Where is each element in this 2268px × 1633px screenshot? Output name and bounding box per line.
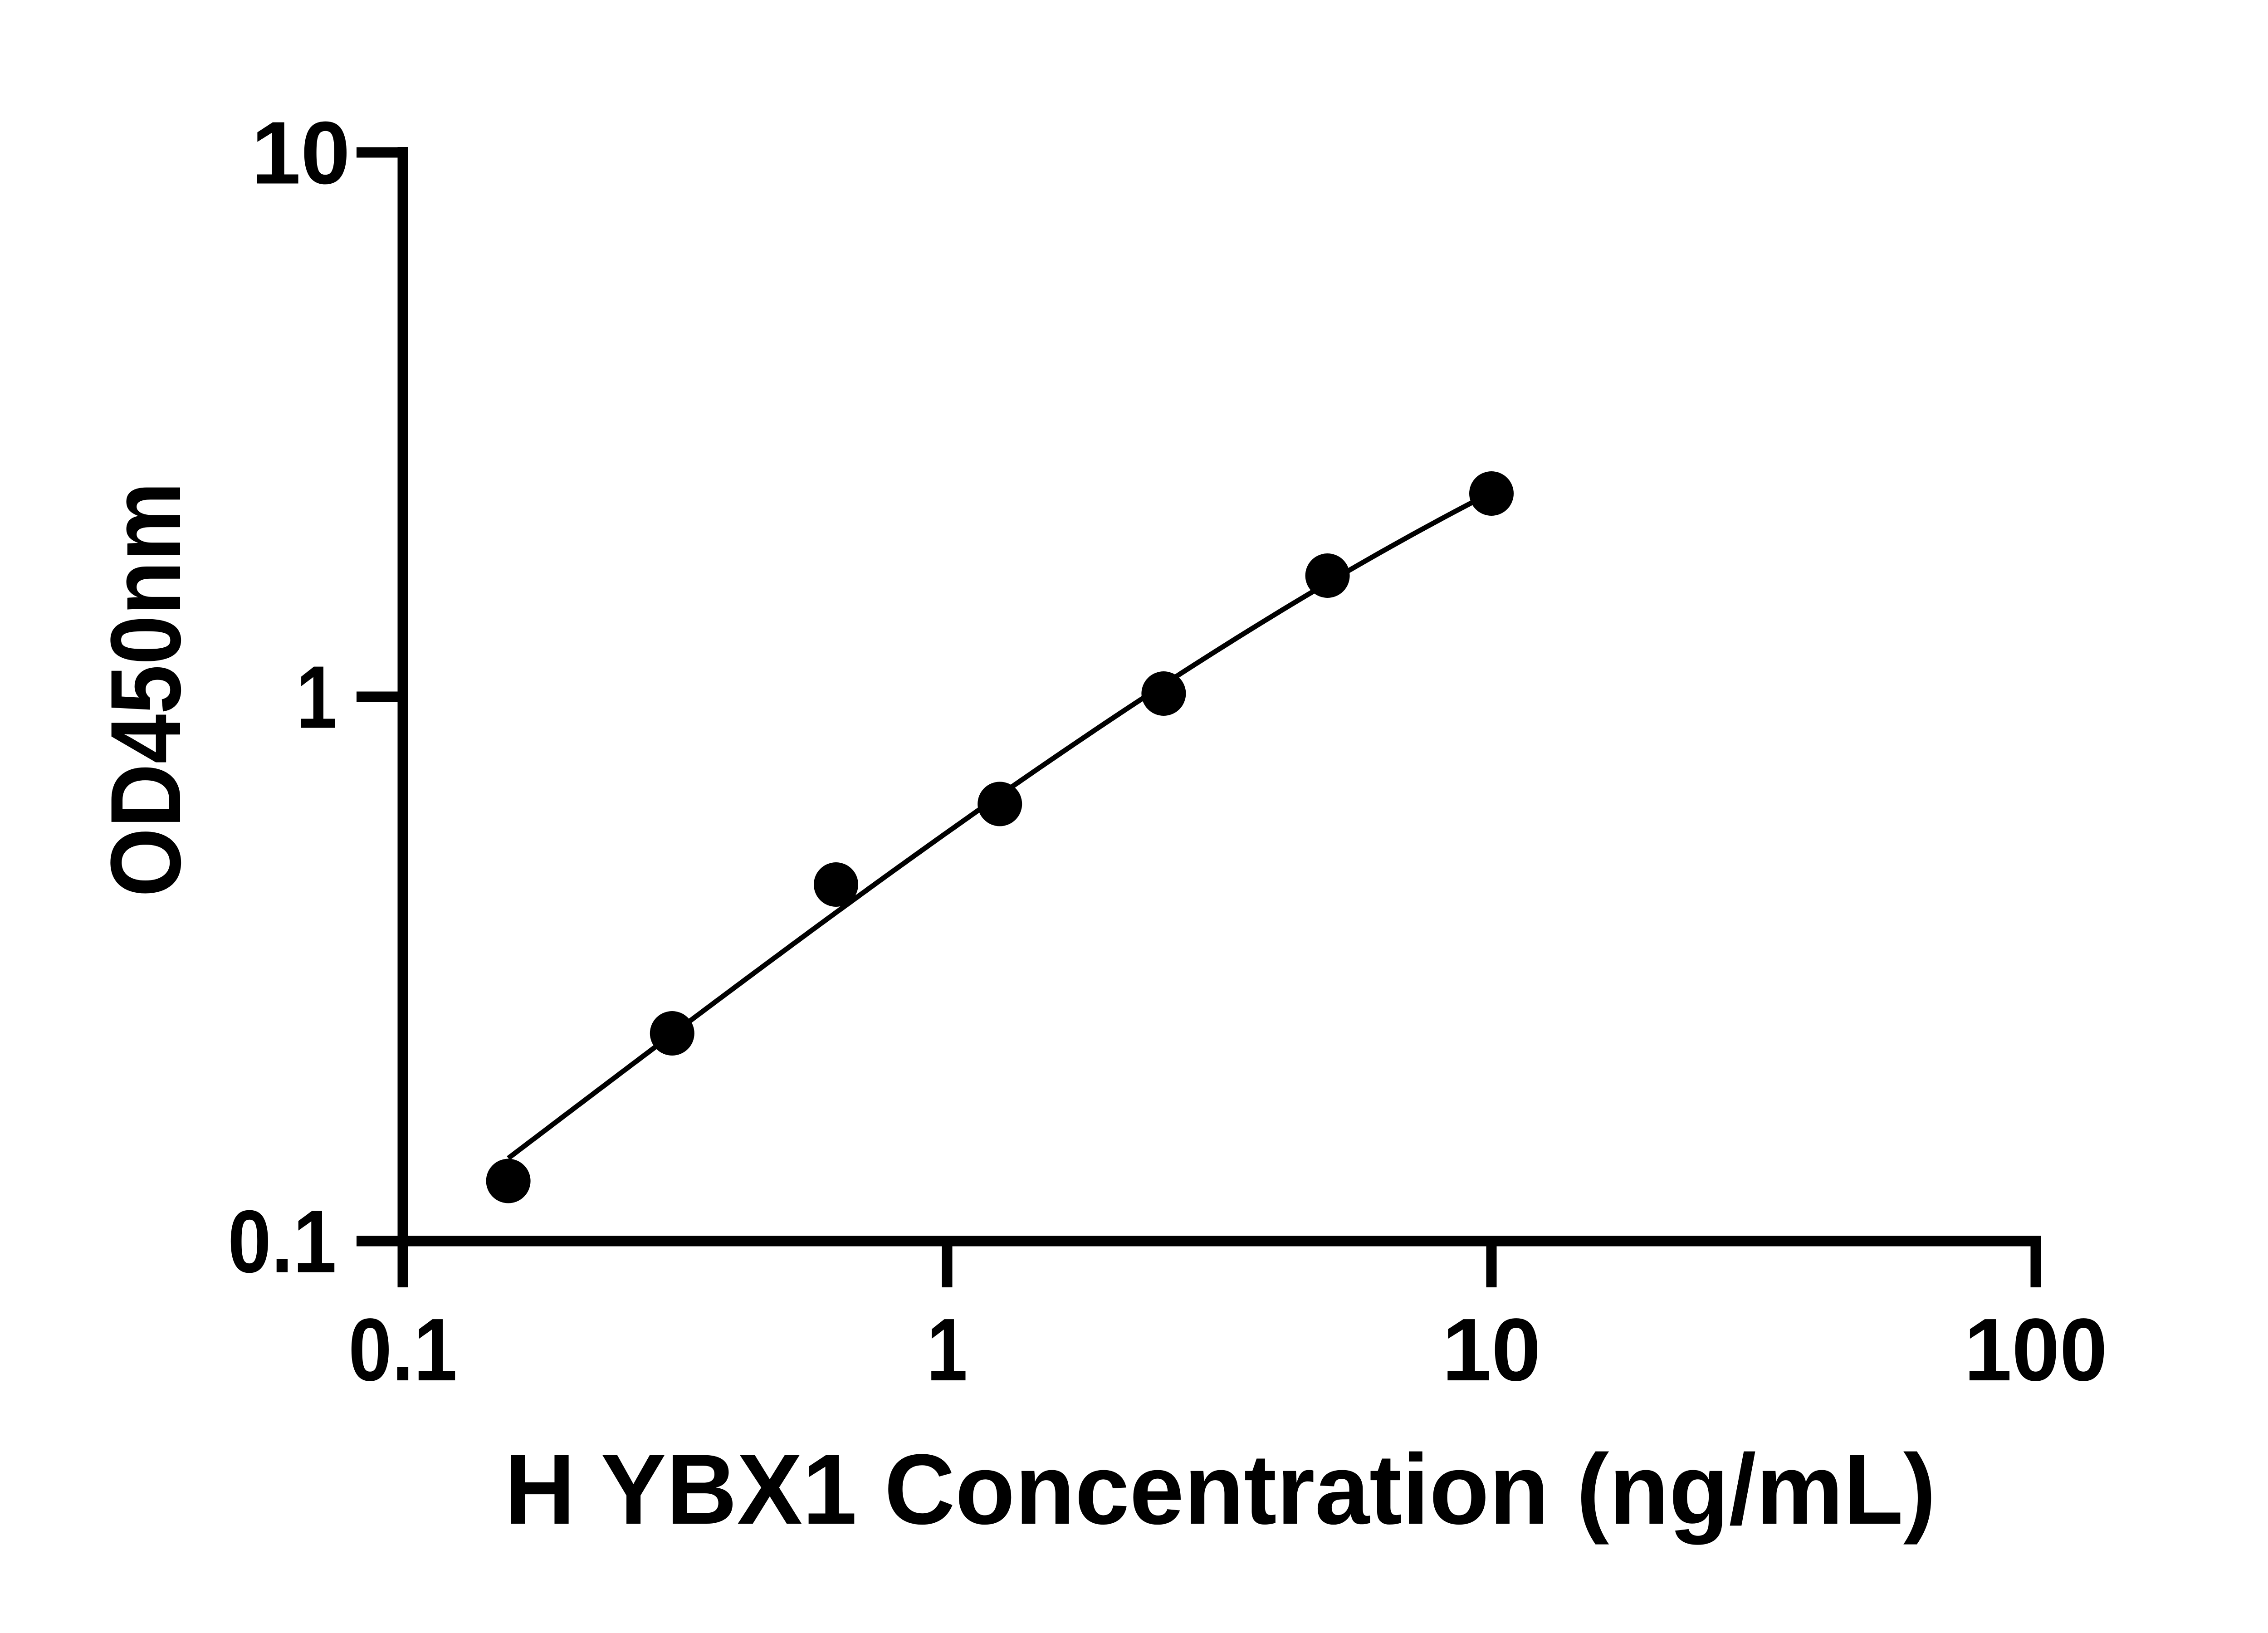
svg-text:OD450nm: OD450nm xyxy=(90,482,201,897)
svg-text:0.1: 0.1 xyxy=(228,1192,337,1291)
svg-text:10: 10 xyxy=(251,103,350,203)
svg-text:1: 1 xyxy=(296,648,337,747)
svg-text:1: 1 xyxy=(927,1300,968,1399)
svg-text:10: 10 xyxy=(1442,1300,1541,1399)
svg-text:0.1: 0.1 xyxy=(348,1300,457,1399)
svg-text:100: 100 xyxy=(1964,1300,2107,1399)
svg-text:H YBX1 Concentration (ng/mL): H YBX1 Concentration (ng/mL) xyxy=(504,1433,1936,1545)
